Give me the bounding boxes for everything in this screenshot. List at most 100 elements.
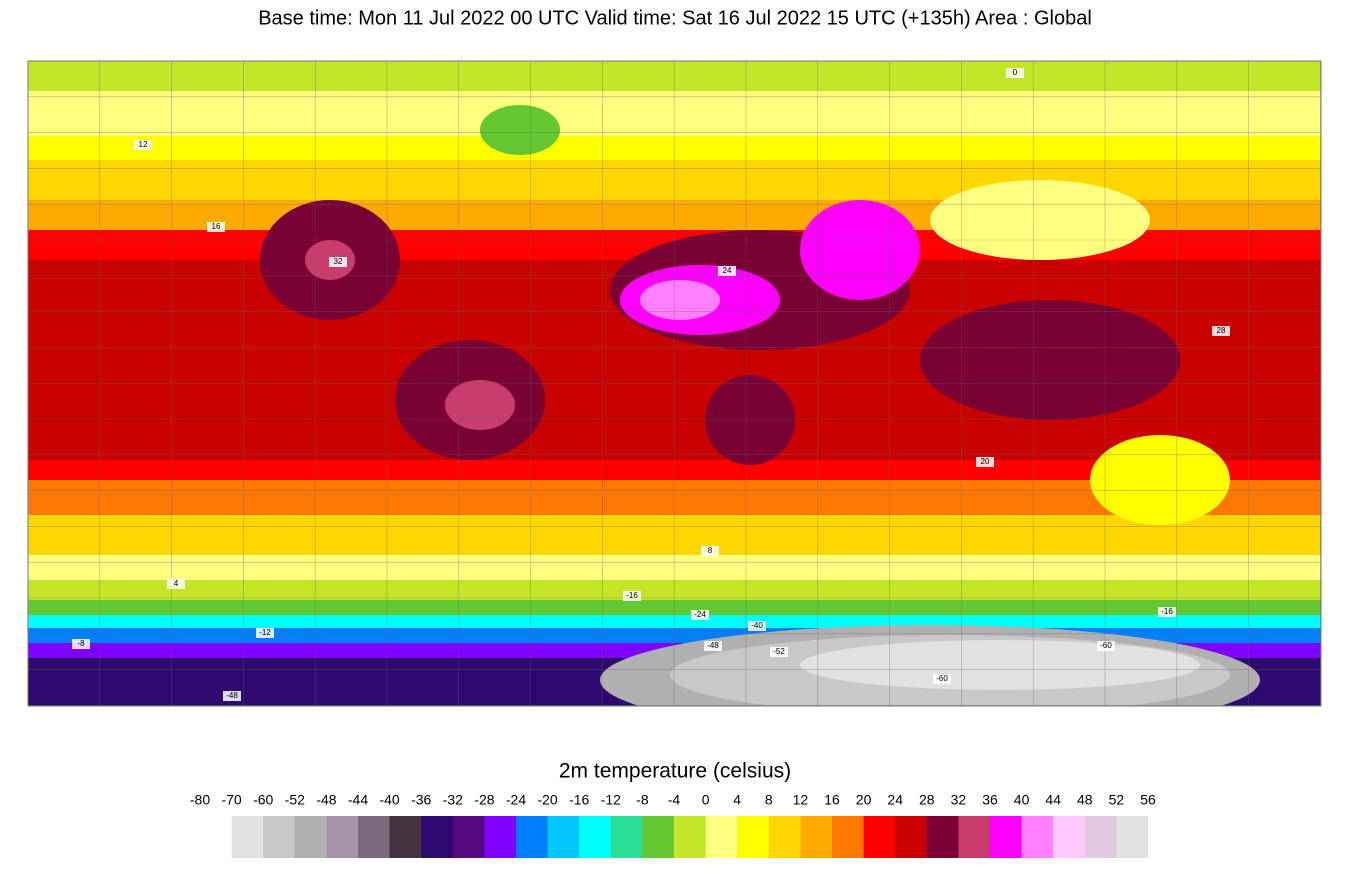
colorbar-label: 40	[1014, 792, 1030, 808]
colorbar-swatch	[421, 816, 454, 858]
colorbar-label: 44	[1045, 792, 1061, 808]
colorbar-label: -32	[443, 792, 463, 808]
map-label-box	[623, 591, 641, 601]
colorbar-label: 12	[793, 792, 809, 808]
map-label-box	[223, 691, 241, 701]
colorbar-swatch	[358, 816, 390, 858]
map-label-box	[933, 674, 951, 684]
map-label-box	[770, 647, 788, 657]
map-label-box	[72, 639, 90, 649]
colorbar-swatch	[705, 816, 738, 858]
map-label: 0	[1013, 68, 1018, 77]
colorbar-label: -16	[569, 792, 589, 808]
map-label: 16	[212, 222, 221, 231]
colorbar-swatch	[263, 816, 296, 858]
map-label-box	[1212, 326, 1230, 336]
map-label: 24	[723, 266, 732, 275]
colorbar-title: 2m temperature (celsius)	[559, 760, 791, 783]
map-label: -12	[259, 628, 271, 637]
colorbar-swatch	[737, 816, 770, 858]
colorbar-label: 56	[1140, 792, 1156, 808]
colorbar-label: -52	[285, 792, 305, 808]
map-label: -40	[751, 621, 763, 630]
colorbar-label: 36	[982, 792, 998, 808]
map-label: -60	[936, 674, 948, 683]
title: Base time: Mon 11 Jul 2022 00 UTC Valid …	[258, 7, 1092, 29]
map-label: -8	[77, 639, 85, 648]
colorbar-swatch	[800, 816, 833, 858]
map-label-box	[976, 457, 994, 467]
colorbar-swatch	[1021, 816, 1054, 858]
colorbar-label: 24	[887, 792, 903, 808]
colorbar-swatch	[231, 816, 264, 858]
map-label: 32	[334, 257, 343, 266]
map-label: -48	[707, 641, 719, 650]
map-label: -60	[1100, 641, 1112, 650]
colorbar-label: 52	[1109, 792, 1125, 808]
colorbar-label: 32	[951, 792, 967, 808]
map-label: -16	[1161, 607, 1173, 616]
colorbar-swatch	[294, 816, 327, 858]
map-label-box	[1158, 607, 1176, 617]
colorbar-label: 16	[824, 792, 840, 808]
map-label: 12	[139, 140, 148, 149]
map-label: -48	[226, 691, 238, 700]
colorbar-label: 28	[919, 792, 935, 808]
map-label: 20	[981, 457, 990, 466]
map-label-box	[748, 621, 766, 631]
colorbar-swatch	[990, 816, 1022, 858]
colorbar-swatch	[326, 816, 359, 858]
colorbar-label: -44	[348, 792, 368, 808]
colorbar-label: -12	[601, 792, 621, 808]
colorbar-label: -80	[190, 792, 210, 808]
map-label-box	[704, 641, 722, 651]
colorbar-swatch	[1084, 816, 1117, 858]
colorbar-label: -20	[537, 792, 557, 808]
map-label: 28	[1217, 326, 1226, 335]
colorbar-swatch	[1053, 816, 1086, 858]
colorbar-label: 0	[702, 792, 710, 808]
colorbar-label: -70	[221, 792, 241, 808]
colorbar-swatch	[768, 816, 801, 858]
colorbar-swatch	[642, 816, 675, 858]
colorbar-label: 20	[856, 792, 872, 808]
colorbar-swatch	[958, 816, 991, 858]
colorbar-label: -24	[506, 792, 526, 808]
map-label-box	[701, 546, 719, 556]
map	[27, 60, 1322, 707]
colorbar-swatch	[863, 816, 896, 858]
colorbar-swatch	[547, 816, 580, 858]
map-label: -16	[626, 591, 638, 600]
map-label-box	[1097, 641, 1115, 651]
colorbar-label: 8	[765, 792, 773, 808]
colorbar-label: -8	[636, 792, 649, 808]
colorbar-label: -28	[474, 792, 494, 808]
colorbar-swatch	[579, 816, 612, 858]
colorbar-swatch	[832, 816, 864, 858]
colorbar-swatch	[610, 816, 643, 858]
map-label-box	[134, 140, 152, 150]
colorbar-label: 48	[1077, 792, 1093, 808]
colorbar-swatch	[1116, 816, 1149, 858]
colorbar-swatch	[452, 816, 485, 858]
map-label: -52	[773, 647, 785, 656]
map-label-box	[1006, 68, 1024, 78]
colorbar-swatch	[674, 816, 706, 858]
colorbar-label: -36	[411, 792, 431, 808]
map-label: -24	[694, 610, 706, 619]
colorbar-label: -48	[316, 792, 336, 808]
colorbar-label: -40	[379, 792, 399, 808]
colorbar-swatch	[484, 816, 517, 858]
map-label: 8	[708, 546, 713, 555]
map-label-box	[207, 222, 225, 232]
colorbar-swatch	[389, 816, 422, 858]
map-label-box	[691, 610, 709, 620]
colorbar-label: -4	[668, 792, 681, 808]
colorbar-label: 4	[733, 792, 741, 808]
colorbar-swatch	[516, 816, 548, 858]
map-label-box	[167, 579, 185, 589]
colorbar-swatch	[895, 816, 928, 858]
map-label: 4	[174, 579, 179, 588]
colorbar-label: -60	[253, 792, 273, 808]
